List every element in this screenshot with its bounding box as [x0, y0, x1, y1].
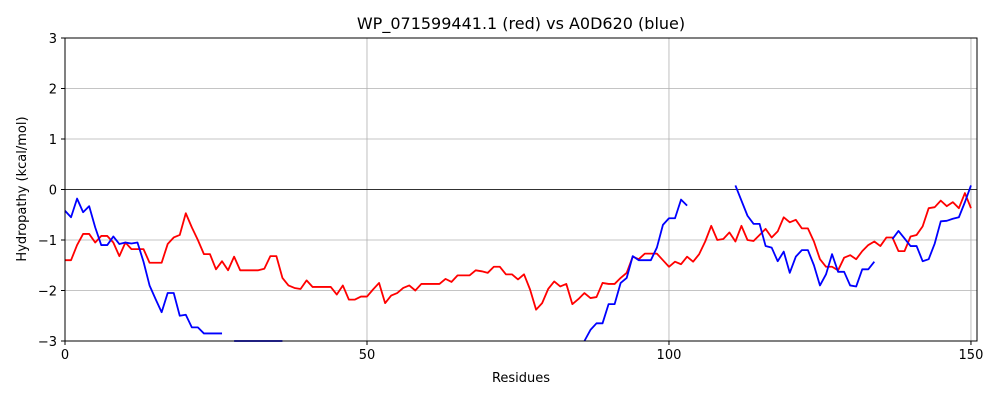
- chart-title: WP_071599441.1 (red) vs A0D620 (blue): [357, 14, 685, 34]
- blue-series-line-segment: [734, 185, 876, 288]
- y-tick-label: −3: [38, 335, 57, 350]
- x-tick-label: 150: [959, 348, 984, 363]
- y-tick-label: −2: [38, 285, 57, 300]
- blue-series-line-segment: [891, 185, 972, 263]
- y-ticks: −3 −2 −1 0 1 2 3: [38, 32, 65, 350]
- y-tick-label: −1: [38, 234, 57, 249]
- y-tick-label: 1: [49, 133, 57, 148]
- y-tick-label: 3: [49, 32, 57, 47]
- x-tick-label: 100: [657, 348, 682, 363]
- x-tick-label: 0: [61, 348, 69, 363]
- red-series-line: [65, 192, 972, 311]
- y-axis-label: Hydropathy (kcal/mol): [15, 116, 30, 261]
- y-tick-label: 0: [49, 184, 57, 199]
- x-ticks: 0 50 100 150: [61, 341, 984, 363]
- data-lines: [64, 185, 972, 342]
- x-tick-label: 50: [359, 348, 376, 363]
- blue-series-line-segment: [64, 197, 223, 335]
- x-axis-label: Residues: [492, 371, 550, 386]
- y-tick-label: 2: [49, 83, 57, 98]
- blue-series-line-segment: [583, 198, 688, 342]
